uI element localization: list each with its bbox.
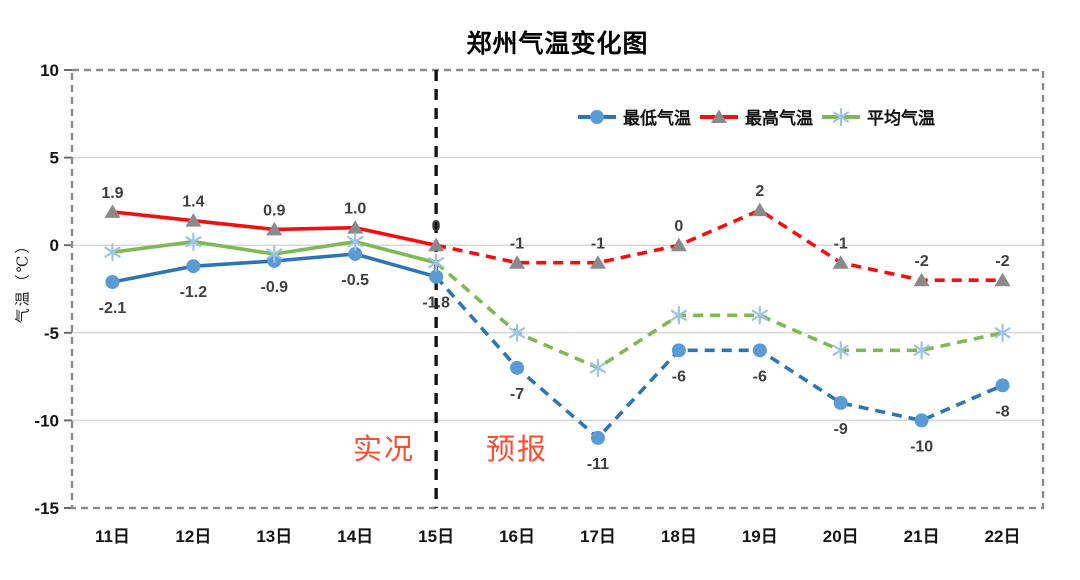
- plot-border: [70, 68, 1045, 510]
- min-data-label: -8: [995, 403, 1009, 420]
- legend-item-max: 最高气温: [700, 108, 813, 129]
- y-tick-label: 5: [50, 149, 59, 168]
- min-marker: [671, 343, 686, 358]
- min-data-label: -2.1: [99, 300, 127, 317]
- x-tick-label: 18日: [661, 527, 697, 546]
- max-data-label: 0: [674, 218, 683, 235]
- x-tick-label: 21日: [904, 527, 940, 546]
- min-data-label: -6: [672, 368, 686, 385]
- min-marker: [590, 110, 604, 124]
- max-marker: [104, 204, 121, 218]
- min-marker: [995, 378, 1010, 393]
- max-marker: [347, 220, 364, 234]
- y-tick-label: 10: [40, 61, 59, 80]
- max-data-label: 0.9: [263, 202, 285, 219]
- legend-item-avg: 平均气温: [822, 107, 935, 129]
- forecast-section-label: 预报: [485, 434, 549, 466]
- max-data-label: -2: [995, 253, 1009, 270]
- min-marker: [429, 269, 444, 284]
- x-tick-label: 13日: [256, 527, 292, 546]
- min-data-label: -1.8: [422, 295, 450, 312]
- max-data-label: 1.0: [344, 201, 366, 218]
- max-marker: [913, 272, 930, 287]
- x-tick-label: 16日: [499, 527, 535, 546]
- y-tick-label: -15: [34, 499, 59, 518]
- min-data-label: -9: [834, 421, 848, 438]
- chart-title: 郑州气温变化图: [466, 29, 649, 58]
- max-data-label: -1: [591, 236, 605, 253]
- max-marker: [428, 237, 445, 252]
- min-marker: [833, 395, 848, 410]
- series-avg-dashed-line: [434, 261, 1003, 370]
- y-tick-label: 0: [50, 236, 59, 255]
- legend-label-min: 最低气温: [623, 108, 691, 129]
- series-max-dashed-line: [435, 208, 1003, 283]
- y-tick-label: -5: [44, 324, 59, 343]
- avg-marker: [751, 306, 768, 325]
- max-data-label: 2: [755, 183, 764, 200]
- min-data-label: -11: [587, 456, 609, 473]
- min-data-label: -6: [753, 368, 767, 385]
- avg-marker: [508, 323, 526, 342]
- avg-marker: [104, 243, 121, 262]
- avg-marker: [670, 306, 687, 325]
- avg-marker: [589, 358, 607, 377]
- x-tick-label: 15日: [418, 527, 454, 546]
- avg-marker: [347, 232, 364, 251]
- min-marker: [348, 246, 363, 261]
- max-data-label: 0: [432, 218, 441, 235]
- legend-label-max: 最高气温: [745, 108, 813, 129]
- max-data-label: -1: [834, 236, 848, 253]
- legend-item-min: 最低气温: [578, 108, 691, 129]
- avg-marker: [266, 244, 283, 264]
- x-tick-label: 14日: [337, 527, 373, 546]
- legend-label-avg: 平均气温: [867, 108, 935, 129]
- min-marker: [510, 360, 525, 375]
- x-tick-label: 19日: [742, 527, 778, 546]
- avg-marker: [185, 232, 202, 251]
- avg-marker: [832, 341, 849, 360]
- max-marker: [266, 221, 283, 236]
- max-marker: [589, 255, 606, 269]
- min-marker: [914, 413, 929, 428]
- min-marker: [590, 430, 605, 445]
- max-data-label: 1.9: [101, 185, 123, 202]
- min-marker: [186, 259, 201, 274]
- avg-marker: [832, 107, 850, 127]
- y-tick-label: -10: [34, 411, 59, 430]
- avg-marker: [428, 253, 445, 272]
- min-data-label: -0.5: [341, 272, 369, 289]
- avg-marker: [913, 341, 930, 360]
- max-marker: [832, 255, 849, 269]
- min-data-label: -1.2: [180, 284, 208, 301]
- max-marker: [751, 202, 768, 217]
- avg-marker: [994, 323, 1011, 342]
- actual-section-label: 实况: [352, 434, 416, 466]
- min-marker: [105, 274, 120, 289]
- max-data-label: -2: [915, 253, 929, 270]
- max-marker: [994, 272, 1011, 287]
- max-marker: [711, 109, 727, 123]
- x-tick-label: 17日: [580, 527, 616, 546]
- min-data-label: -10: [910, 438, 933, 455]
- max-data-label: -1: [510, 236, 524, 253]
- x-tick-label: 11日: [95, 527, 130, 546]
- max-marker: [185, 213, 202, 227]
- max-marker: [509, 255, 526, 269]
- min-data-label: -0.9: [261, 279, 289, 296]
- max-data-label: 1.4: [182, 194, 204, 211]
- x-tick-label: 20日: [823, 527, 859, 546]
- x-tick-label: 12日: [175, 527, 211, 546]
- min-marker: [752, 343, 767, 358]
- series-min-dashed-line: [434, 275, 1004, 440]
- x-tick-label: 22日: [985, 527, 1021, 546]
- min-data-label: -7: [510, 386, 524, 403]
- max-marker: [670, 237, 687, 252]
